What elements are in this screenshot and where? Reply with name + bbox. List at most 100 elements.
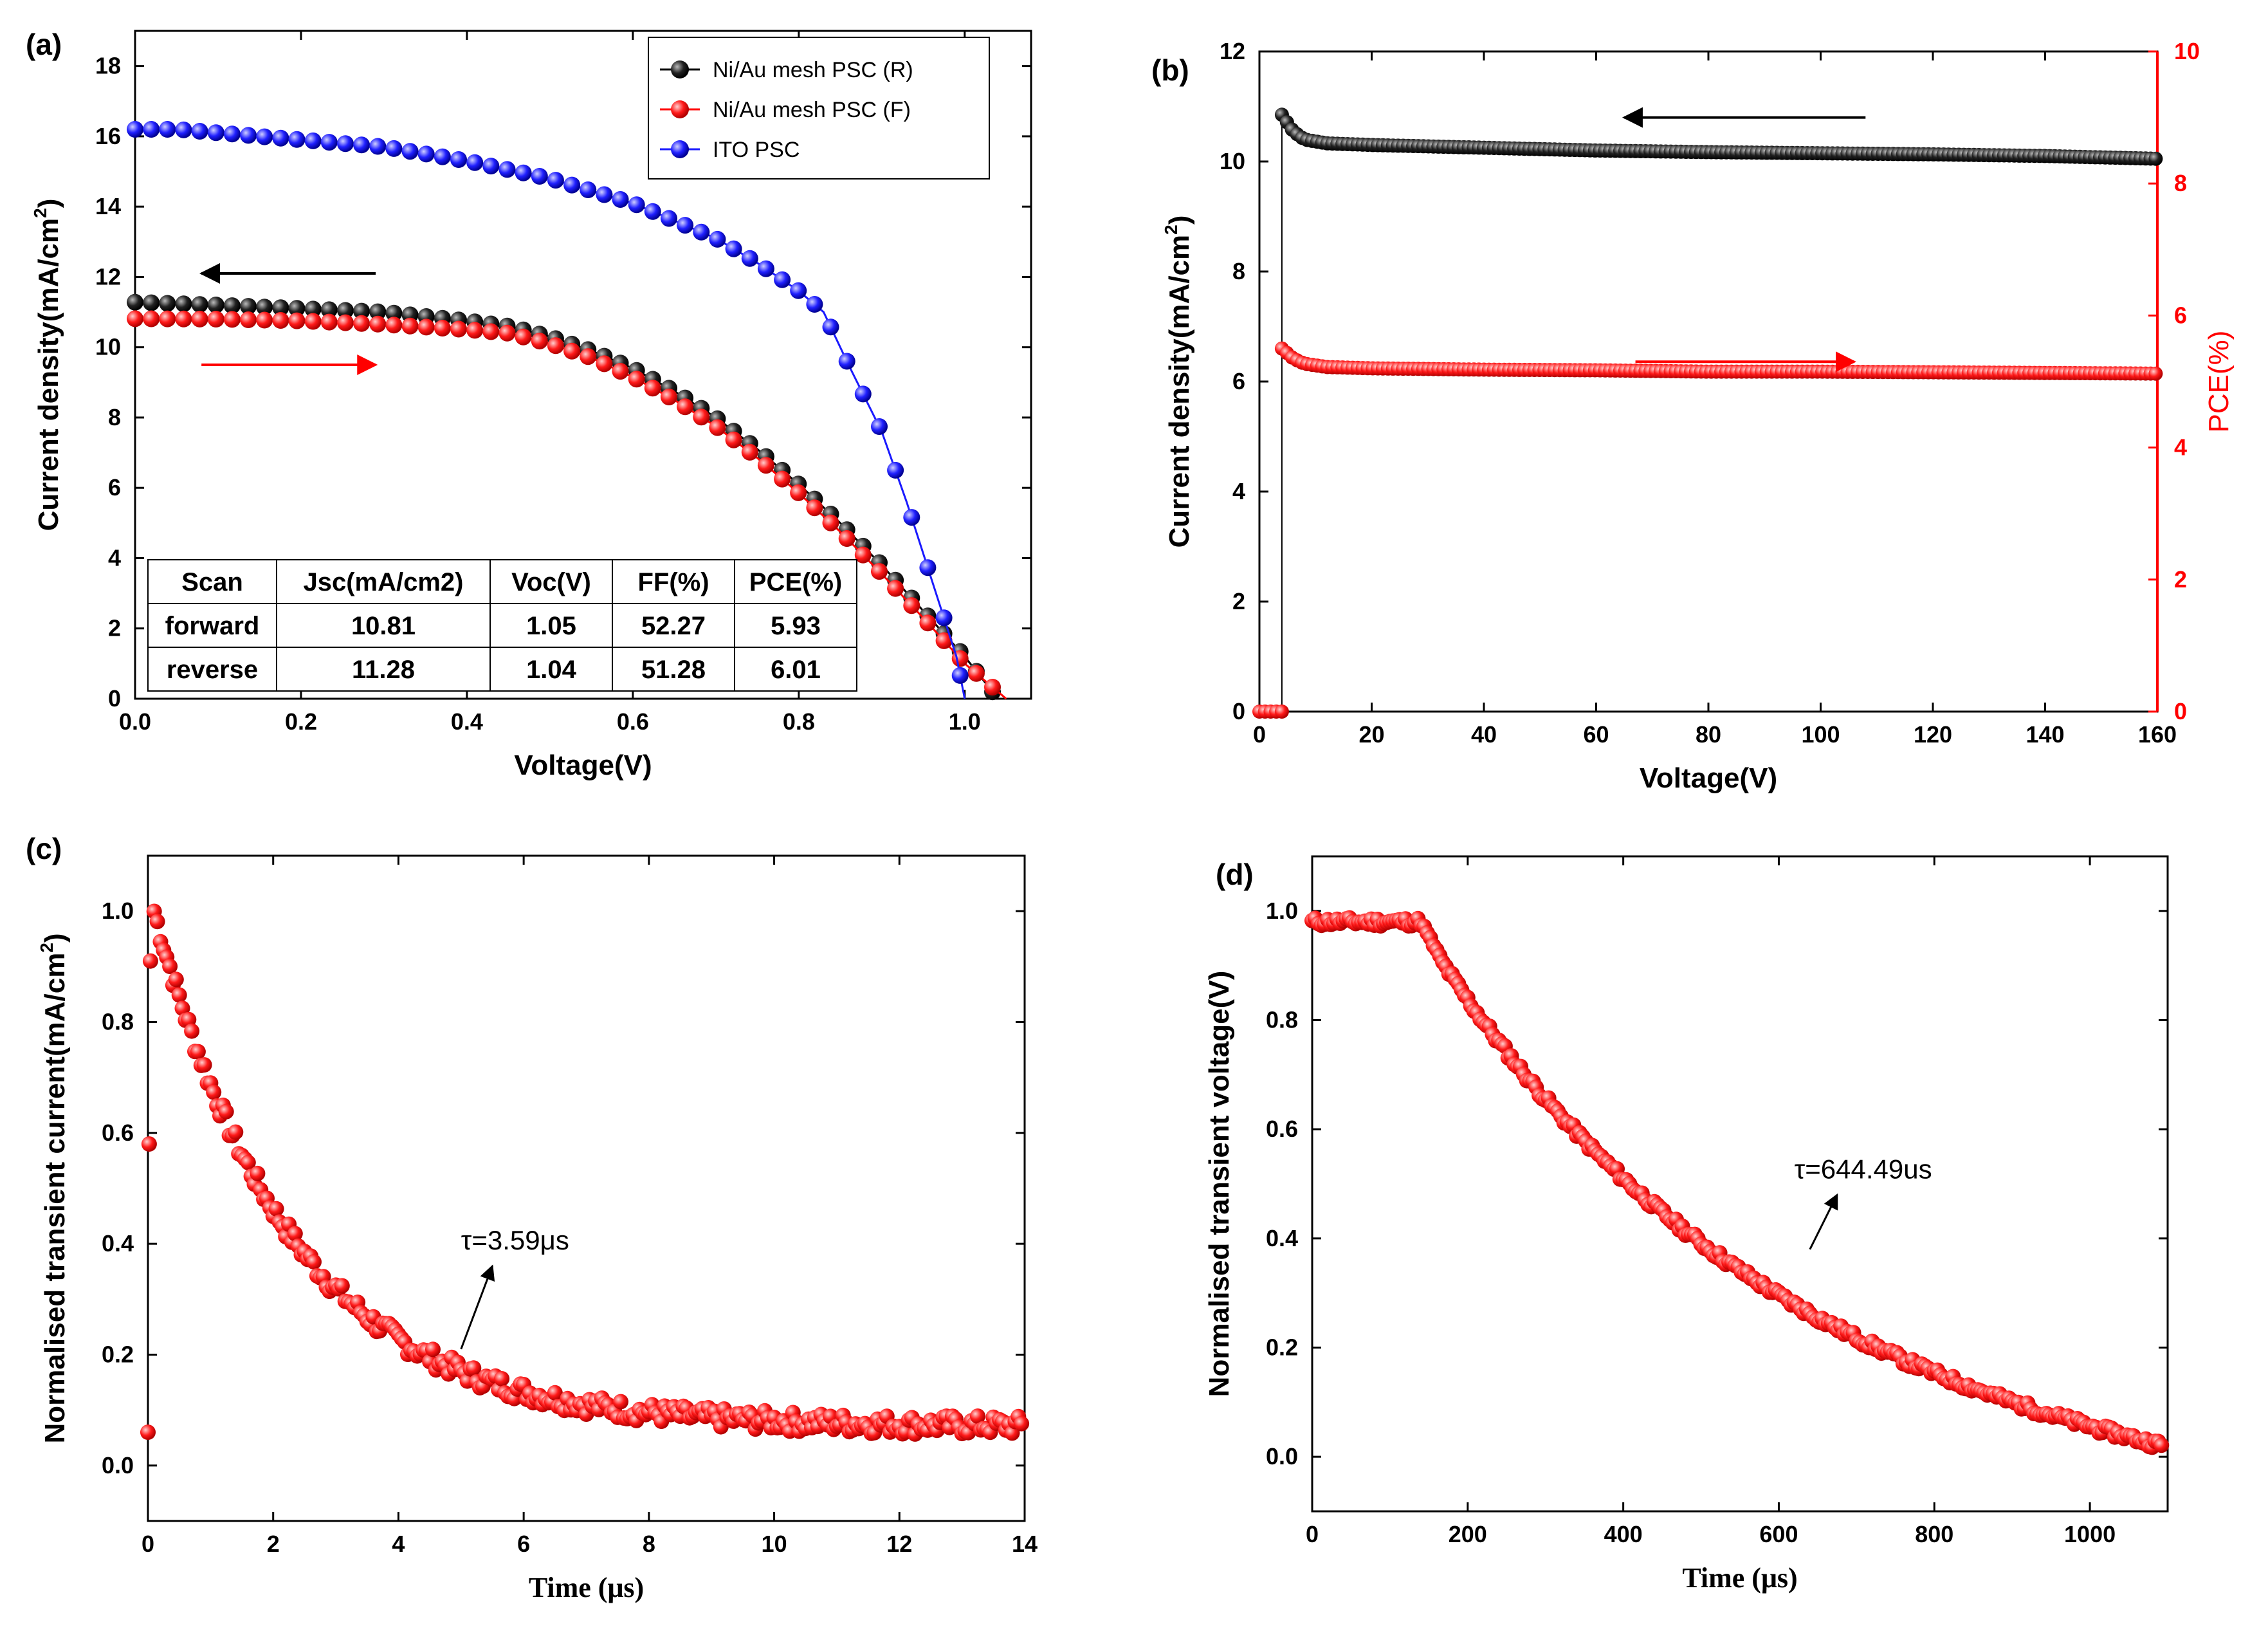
data-point [838, 353, 855, 370]
table-cell: 1.05 [526, 612, 576, 640]
data-point [919, 559, 937, 576]
data-point [725, 431, 742, 448]
x-tick-label: 40 [1471, 721, 1497, 748]
data-point [385, 304, 403, 322]
table-cell: 5.93 [771, 612, 821, 640]
y-axis-title-text: Current density(mA/cm [33, 218, 64, 531]
x-axis-title-text: Time ( [529, 1572, 608, 1603]
data-point [175, 121, 192, 138]
data-point [563, 342, 581, 360]
tau-annotation: τ=3.59μs [461, 1225, 569, 1255]
data-point [871, 563, 888, 580]
legend-label: ITO PSC [713, 138, 800, 162]
data-point [272, 299, 289, 317]
legend-marker [671, 140, 689, 158]
data-point [196, 1057, 212, 1073]
data-point [288, 312, 306, 329]
y-axis-title-end: ) [1164, 216, 1195, 225]
data-point [218, 1103, 234, 1119]
data-point [741, 443, 758, 461]
y-tick-label: 0.6 [1266, 1116, 1298, 1142]
data-point [515, 164, 532, 181]
data-point [951, 667, 969, 684]
data-point [466, 154, 484, 171]
data-point [709, 419, 726, 436]
table-header-cell: Scan [181, 568, 243, 596]
data-point [871, 418, 888, 435]
y-tick-label: 1.0 [102, 898, 134, 924]
y-axis-title: Normalised transient current(mA/cm2) [37, 933, 71, 1443]
x-tick-label: 0 [1253, 721, 1266, 748]
data-point [334, 1278, 350, 1294]
data-point [790, 282, 807, 299]
panel-label-c: (c) [26, 832, 62, 865]
y2-tick-label: 10 [2174, 38, 2200, 64]
data-point [709, 230, 726, 248]
y-axis-title-text: Current density(mA/cm [1164, 235, 1195, 548]
data-point [790, 484, 807, 501]
x-tick-label: 800 [1915, 1521, 1953, 1547]
y-tick-label: 1.0 [1266, 898, 1298, 924]
data-point [272, 129, 289, 147]
data-point [596, 186, 613, 203]
x-tick-label: 20 [1358, 721, 1384, 748]
table-header-cell: Voc(V) [511, 568, 591, 596]
y-tick-label: 0.4 [102, 1230, 134, 1257]
data-point [515, 328, 532, 346]
data-point [854, 546, 872, 564]
data-point [385, 140, 403, 157]
data-point [580, 181, 597, 198]
y2-tick-label: 4 [2174, 434, 2187, 461]
y-axis-title: Current density(mA/cm2) [30, 199, 64, 531]
data-point [547, 337, 564, 355]
data-point [304, 300, 322, 318]
data-point [184, 1023, 200, 1039]
y2-tick-label: 2 [2174, 566, 2187, 593]
x-tick-label: 0 [142, 1531, 154, 1557]
data-point [677, 398, 694, 416]
data-point [175, 310, 192, 327]
data-point [256, 128, 273, 145]
data-point [661, 210, 677, 227]
y-axis-title-text: Normalised transient current(mA/cm [39, 953, 71, 1444]
table-cell: 11.28 [352, 656, 415, 684]
data-point [127, 310, 143, 327]
data-point [240, 311, 257, 328]
panel-d-transient-voltage-chart: 0 200 400 600 800 1000 0.0 0.2 0.4 0.6 0.8 1.0 Time … [1203, 855, 2170, 1594]
annotation-arrow [460, 1264, 495, 1350]
data-point [190, 1044, 206, 1060]
data-point [547, 172, 564, 189]
plot-frame [147, 854, 1026, 1522]
plot-frame [1311, 855, 2169, 1513]
data-point [168, 972, 184, 988]
data-point [401, 143, 419, 160]
data-point [434, 320, 451, 336]
data-point [268, 1201, 284, 1217]
data-point [466, 1360, 482, 1376]
y-tick-label: 12 [1220, 38, 1245, 64]
data-point [143, 121, 160, 138]
data-point [171, 987, 187, 1003]
x-tick-label: 140 [2026, 721, 2064, 748]
data-point [240, 127, 257, 144]
data-point [162, 959, 178, 974]
stats-table [147, 559, 857, 692]
data-point [644, 380, 661, 397]
x-axis-title-unit: μs [607, 1572, 634, 1603]
data-point [838, 530, 855, 547]
y-tick-label: 0.2 [102, 1341, 134, 1368]
data-point [693, 223, 710, 241]
data-point [612, 191, 629, 208]
data-point [223, 125, 241, 143]
data-point [306, 1254, 322, 1270]
data-point [628, 371, 645, 388]
data-point [677, 217, 694, 234]
y-tick-label: 0.4 [1266, 1225, 1298, 1251]
x-tick-label: 160 [2138, 721, 2177, 748]
x-tick-label: 60 [1583, 721, 1609, 748]
table-header-cell: FF(%) [637, 568, 709, 596]
data-point [417, 145, 435, 163]
data-point [272, 312, 289, 329]
x-tick-label: 0.2 [285, 708, 317, 735]
data-point [159, 295, 176, 312]
